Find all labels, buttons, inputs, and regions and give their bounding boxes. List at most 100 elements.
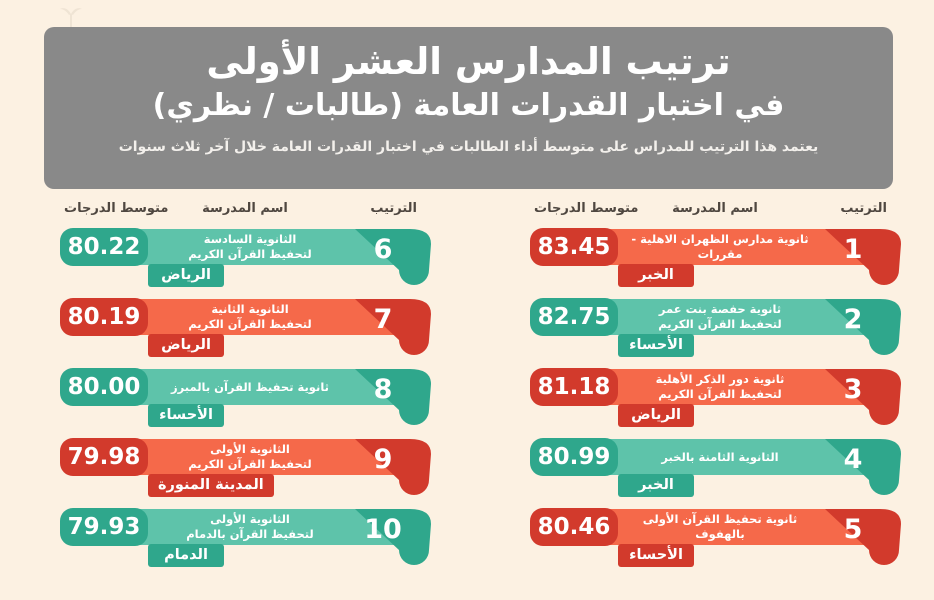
rank-number: 2: [843, 303, 863, 335]
score-value: 79.98: [67, 444, 141, 470]
ribbon-item: 79.98 الثانوية الأولى لتحفيظ القرآن الكر…: [60, 438, 435, 500]
ribbon-item: 80.46 ثانوية تحفيظ القرآن الأولى بالهفوف…: [530, 508, 905, 570]
rank-number: 6: [373, 233, 393, 265]
city-tag: الأحساء: [148, 404, 224, 427]
rank-number: 4: [843, 443, 863, 475]
score-value: 82.75: [537, 304, 611, 330]
school-band: [138, 229, 400, 265]
ribbon-shape: [60, 368, 431, 425]
rank-arrow: [355, 229, 431, 285]
ranking-column-1-5: متوسط الدرجات اسم المدرسة الترتيب 83.45 …: [530, 198, 905, 578]
ribbon-item: 83.45 ثانوية مدارس الظهران الاهلية - مقر…: [530, 228, 905, 290]
ribbon-item: 80.22 الثانوية السادسة لتحفيظ القرآن الك…: [60, 228, 435, 290]
school-name: الثانوية الأولى لتحفيظ القرآن الكريم: [188, 442, 312, 471]
score-pill: [60, 438, 148, 476]
score-value: 80.19: [67, 304, 141, 330]
ribbon-item: 82.75 ثانوية حفصة بنت عمر لتحفيظ القرآن …: [530, 298, 905, 360]
city-tag: الخبر: [618, 264, 694, 287]
page-subtitle: يعتمد هذا الترتيب للمدراس على متوسط أداء…: [118, 138, 819, 155]
school-column-header: اسم المدرسة: [672, 201, 758, 216]
rank-number: 10: [364, 513, 402, 545]
rank-number: 3: [843, 373, 863, 405]
rank-number: 8: [373, 373, 393, 405]
school-name: ثانوية تحفيظ القرآن بالمبرز: [171, 379, 329, 394]
rank-arrow: [825, 439, 901, 495]
city-tag: الرياض: [618, 404, 694, 427]
score-pill: [60, 298, 148, 336]
score-value: 80.22: [67, 234, 141, 260]
rank-column-header: الترتيب: [840, 201, 887, 216]
city-tag: الدمام: [148, 544, 224, 567]
rank-number: 7: [373, 303, 393, 335]
score-pill: [530, 228, 618, 266]
main-header: ترتيب المدارس العشر الأولى في اختبار الق…: [44, 27, 893, 189]
school-column-header: اسم المدرسة: [202, 201, 288, 216]
rank-arrow: [825, 299, 901, 355]
school-name: ثانوية دور الذكر الأهلية لتحفيظ القرآن ا…: [655, 372, 785, 401]
ribbon-shape: [60, 228, 431, 285]
score-pill: [530, 298, 618, 336]
school-band: [608, 439, 870, 475]
ribbon-item: 79.93 الثانوية الأولى لتحفيظ القرآن بالد…: [60, 508, 435, 570]
ribbon-shape: [530, 368, 901, 425]
rank-number: 9: [373, 443, 393, 475]
score-value: 80.46: [537, 514, 611, 540]
school-name: الثانوية الأولى لتحفيظ القرآن بالدمام: [186, 512, 314, 541]
score-column-header: متوسط الدرجات: [534, 201, 639, 216]
score-pill: [60, 228, 148, 266]
ribbon-shape: [530, 438, 901, 495]
score-column-header: متوسط الدرجات: [64, 201, 169, 216]
school-band: [138, 439, 400, 475]
school-band: [608, 299, 870, 335]
score-value: 80.00: [67, 374, 141, 400]
ribbon-shape: [530, 298, 901, 355]
rank-arrow: [355, 299, 431, 355]
column-headers: متوسط الدرجات اسم المدرسة الترتيب: [530, 198, 905, 228]
school-name: الثانوية الثانية لتحفيظ القرآن الكريم: [188, 302, 312, 331]
school-band: [138, 369, 400, 405]
school-name: ثانوية تحفيظ القرآن الأولى بالهفوف: [642, 512, 798, 541]
school-band: [608, 229, 870, 265]
school-name: الثانوية الثامنة بالخبر: [661, 449, 779, 464]
ribbon-item: 80.00 ثانوية تحفيظ القرآن بالمبرز 8 الأح…: [60, 368, 435, 430]
score-pill: [530, 508, 618, 546]
column-headers: متوسط الدرجات اسم المدرسة الترتيب: [60, 198, 435, 228]
rank-arrow: [355, 369, 431, 425]
school-band: [608, 509, 870, 545]
ribbon-item: 81.18 ثانوية دور الذكر الأهلية لتحفيظ ال…: [530, 368, 905, 430]
ribbon-item: 80.19 الثانوية الثانية لتحفيظ القرآن الك…: [60, 298, 435, 360]
rank-arrow: [355, 439, 431, 495]
rank-arrow: [825, 369, 901, 425]
score-pill: [530, 368, 618, 406]
school-name: ثانوية مدارس الظهران الاهلية - مقررات: [631, 232, 809, 261]
score-pill: [60, 368, 148, 406]
school-band: [138, 509, 400, 545]
ranking-column-6-10: متوسط الدرجات اسم المدرسة الترتيب 80.22 …: [60, 198, 435, 578]
ribbon-shape: [530, 508, 901, 565]
page-title-line1: ترتيب المدارس العشر الأولى: [206, 40, 731, 83]
city-tag: الخبر: [618, 474, 694, 497]
score-value: 81.18: [537, 374, 611, 400]
rank-arrow: [825, 229, 901, 285]
city-tag: الرياض: [148, 264, 224, 287]
city-tag: المدينة المنورة: [148, 474, 274, 497]
city-tag: الرياض: [148, 334, 224, 357]
rank-column-header: الترتيب: [370, 201, 417, 216]
ribbon-shape: [60, 298, 431, 355]
score-value: 79.93: [67, 514, 141, 540]
page-title-line2: في اختبار القدرات العامة (طالبات / نظري): [152, 88, 785, 124]
city-tag: الأحساء: [618, 334, 694, 357]
ribbon-shape: [60, 508, 431, 565]
school-band: [608, 369, 870, 405]
score-pill: [530, 438, 618, 476]
ribbon-item: 80.99 الثانوية الثامنة بالخبر 4 الخبر: [530, 438, 905, 500]
school-band: [138, 299, 400, 335]
ribbon-shape: [60, 438, 431, 495]
rank-arrow: [825, 509, 901, 565]
ribbon-shape: [530, 228, 901, 285]
city-tag: الأحساء: [618, 544, 694, 567]
school-name: الثانوية السادسة لتحفيظ القرآن الكريم: [188, 232, 312, 261]
score-pill: [60, 508, 148, 546]
rank-arrow: [355, 509, 431, 565]
